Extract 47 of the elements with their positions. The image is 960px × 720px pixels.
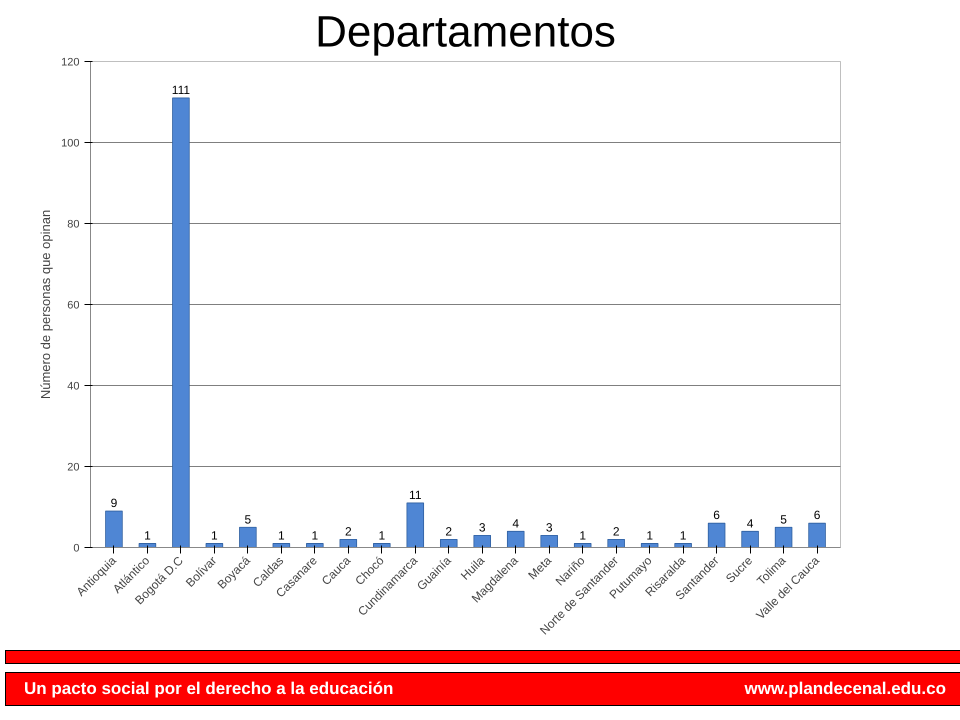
data-label: 5 <box>780 512 788 526</box>
data-label: 11 <box>409 488 422 502</box>
bar <box>607 539 625 548</box>
bar <box>774 526 792 548</box>
text: www.plandecenal.edu.co <box>744 678 946 700</box>
data-label: 1 <box>311 528 318 542</box>
data-label: 111 <box>172 82 190 97</box>
data-label: 1 <box>211 528 218 542</box>
data-label: 3 <box>478 520 486 534</box>
bar <box>440 539 458 548</box>
y-tick-label: 20 <box>67 462 80 474</box>
data-label: 2 <box>612 524 620 538</box>
bar <box>808 522 826 548</box>
data-label: 6 <box>713 508 720 522</box>
y-tick-label: 60 <box>67 300 80 312</box>
data-label: 1 <box>680 528 687 542</box>
bar <box>239 526 257 548</box>
data-label: 3 <box>546 520 553 534</box>
y-tick-label: 80 <box>67 218 80 230</box>
bar <box>741 530 759 548</box>
bar <box>105 510 123 548</box>
bar <box>172 98 190 548</box>
data-label: 1 <box>144 528 152 542</box>
data-label: 9 <box>110 496 118 510</box>
y-tick-label: 100 <box>61 138 80 150</box>
bar <box>540 534 558 548</box>
chart-title: Departamentos <box>315 8 616 56</box>
y-tick-label: 120 <box>61 56 80 68</box>
data-label: 1 <box>579 528 586 542</box>
data-label: 2 <box>445 524 452 538</box>
data-label: 1 <box>646 528 654 542</box>
data-label: 4 <box>746 516 754 530</box>
bar <box>406 502 424 548</box>
data-label: 1 <box>278 528 286 542</box>
bar <box>506 530 524 548</box>
text: Un pacto social por el derecho a la educación <box>24 678 394 700</box>
data-label: 4 <box>512 516 520 530</box>
data-label: 6 <box>814 508 821 522</box>
data-label: 1 <box>378 528 386 542</box>
bar <box>340 539 358 548</box>
bar <box>708 522 726 548</box>
y-tick-label: 0 <box>73 542 80 554</box>
y-tick-label: 40 <box>67 380 80 392</box>
data-label: 2 <box>344 524 352 538</box>
bar <box>473 534 492 548</box>
y-axis-title: Número de personas que opinan <box>38 210 54 400</box>
data-label: 5 <box>244 512 252 526</box>
